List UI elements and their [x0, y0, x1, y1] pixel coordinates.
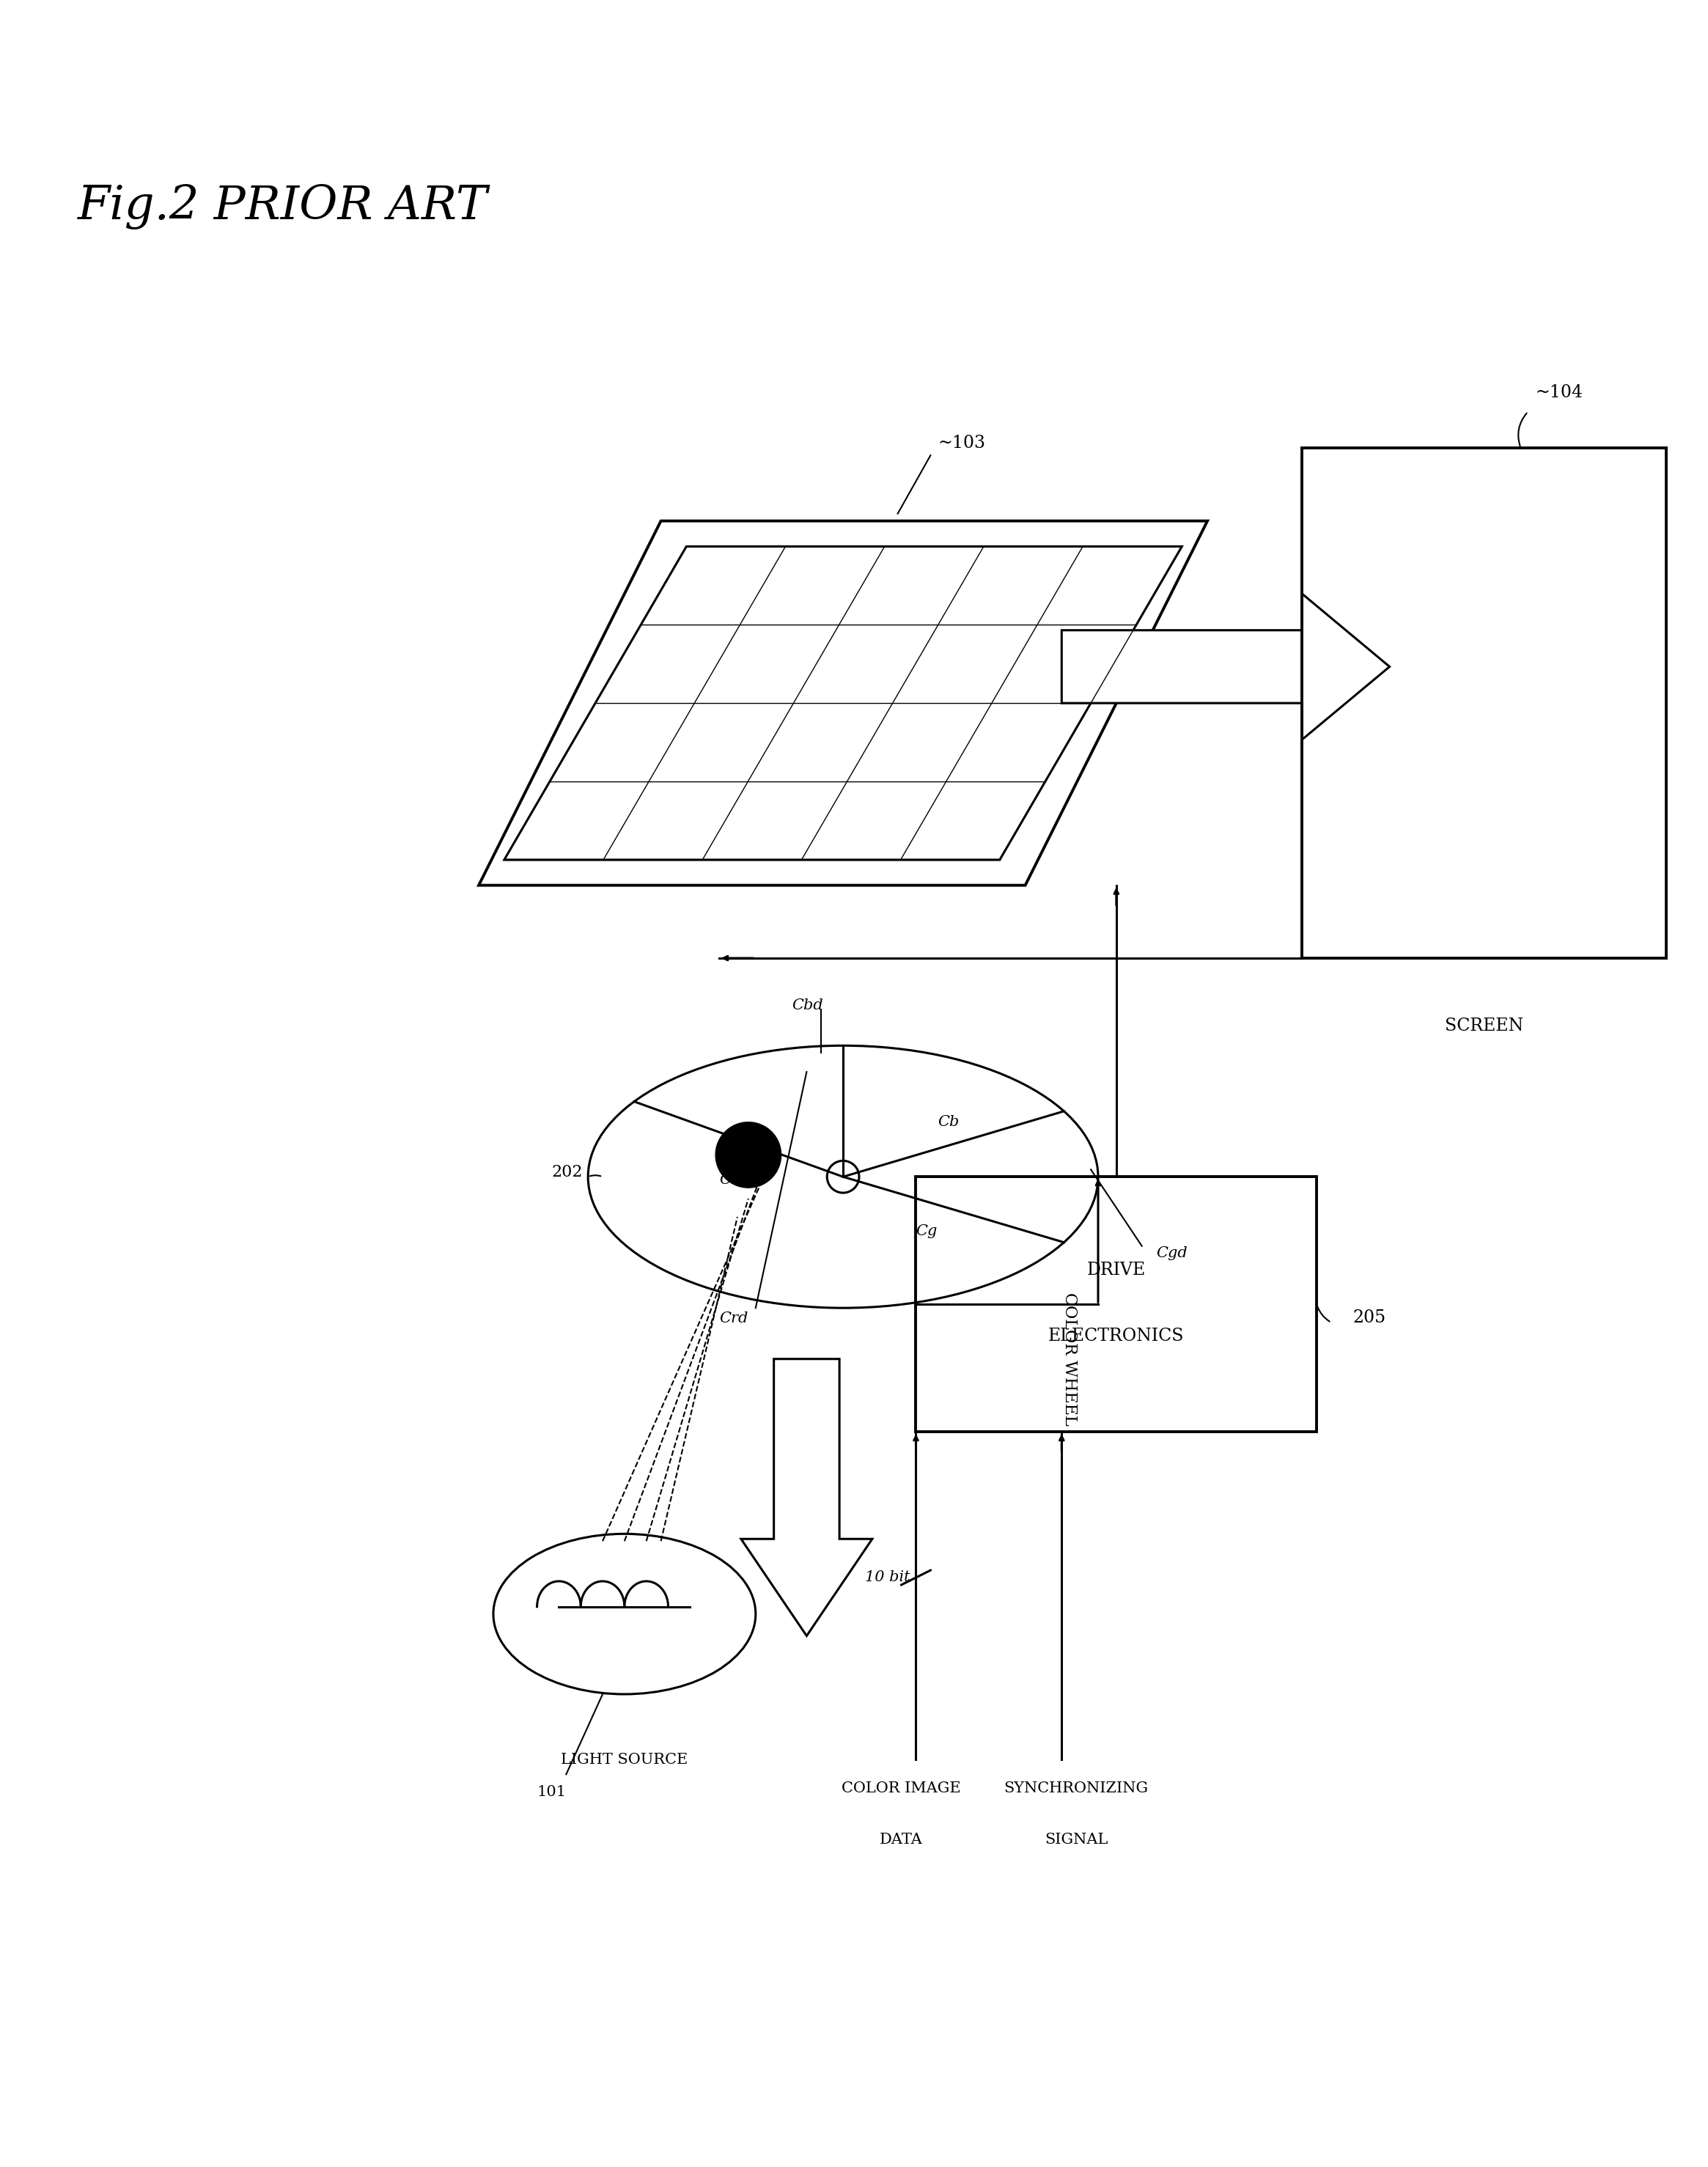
Text: DATA: DATA [880, 1833, 922, 1846]
Bar [1301, 449, 1667, 958]
Text: Cbd: Cbd [793, 999, 823, 1012]
Text: Cg: Cg [915, 1224, 938, 1237]
Text: 101: 101 [536, 1786, 567, 1799]
Circle shape [716, 1123, 781, 1188]
Text: 202: 202 [552, 1164, 582, 1181]
Text: ~103: ~103 [938, 436, 986, 451]
Text: SCREEN: SCREEN [1445, 1018, 1524, 1034]
Text: DRIVE: DRIVE [1086, 1261, 1146, 1279]
Text: ~104: ~104 [1535, 384, 1583, 401]
Text: Fig.2 PRIOR ART: Fig.2 PRIOR ART [79, 184, 488, 230]
Text: LIGHT SOURCE: LIGHT SOURCE [560, 1753, 688, 1766]
Text: ELECTRONICS: ELECTRONICS [1049, 1328, 1184, 1344]
Text: SIGNAL: SIGNAL [1045, 1833, 1108, 1846]
Polygon shape [504, 546, 1182, 860]
Text: 205: 205 [1353, 1309, 1387, 1326]
Text: Cr: Cr [719, 1172, 738, 1188]
Text: Crd: Crd [719, 1311, 748, 1326]
Text: Cgd: Cgd [1156, 1246, 1187, 1259]
Text: COLOR WHEEL: COLOR WHEEL [1062, 1292, 1078, 1426]
Polygon shape [478, 520, 1208, 886]
Circle shape [827, 1162, 859, 1192]
Text: 10 bit: 10 bit [864, 1571, 910, 1584]
Text: COLOR IMAGE: COLOR IMAGE [842, 1781, 962, 1796]
Text: SYNCHRONIZING: SYNCHRONIZING [1004, 1781, 1148, 1796]
Polygon shape [741, 1359, 873, 1636]
Text: Cb: Cb [938, 1114, 960, 1129]
Bar [915, 1177, 1317, 1432]
Polygon shape [1062, 594, 1390, 739]
